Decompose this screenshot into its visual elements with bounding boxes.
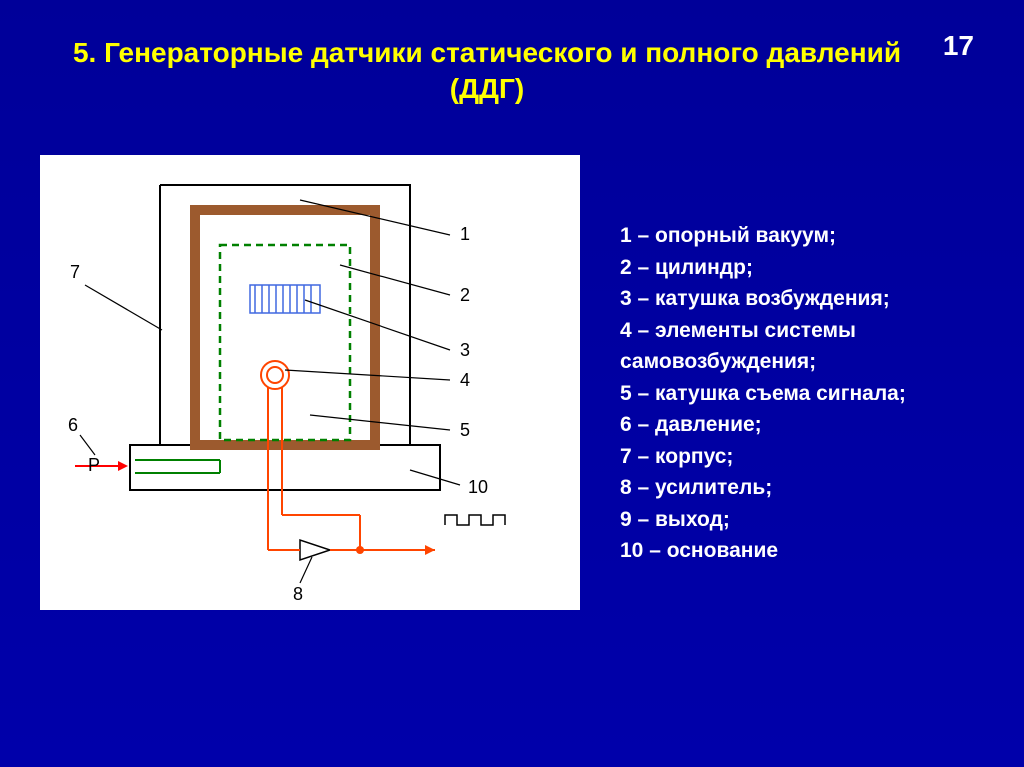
sensor-diagram: 1 2 3 4 5 10 7 6 Р 8 — [40, 155, 580, 610]
label-7: 7 — [70, 262, 80, 282]
slide-number: 17 — [943, 30, 974, 62]
legend-item: 8 – усилитель; — [620, 472, 974, 504]
label-10: 10 — [468, 477, 488, 497]
legend-item: 6 – давление; — [620, 409, 974, 441]
label-6: 6 — [68, 415, 78, 435]
label-p: Р — [88, 455, 100, 475]
legend-item: 10 – основание — [620, 535, 974, 567]
label-2: 2 — [460, 285, 470, 305]
label-8: 8 — [293, 584, 303, 604]
label-5: 5 — [460, 420, 470, 440]
legend: 1 – опорный вакуум; 2 – цилиндр; 3 – кат… — [620, 220, 974, 567]
legend-item: 2 – цилиндр; — [620, 252, 974, 284]
legend-item: 7 – корпус; — [620, 441, 974, 473]
slide-title: 5. Генераторные датчики статического и п… — [70, 35, 904, 108]
label-1: 1 — [460, 224, 470, 244]
label-3: 3 — [460, 340, 470, 360]
legend-item: 5 – катушка съема сигнала; — [620, 378, 974, 410]
legend-item: 9 – выход; — [620, 504, 974, 536]
legend-item: 4 – элементы системы самовозбуждения; — [620, 315, 974, 378]
legend-item: 1 – опорный вакуум; — [620, 220, 974, 252]
label-4: 4 — [460, 370, 470, 390]
legend-item: 3 – катушка возбуждения; — [620, 283, 974, 315]
